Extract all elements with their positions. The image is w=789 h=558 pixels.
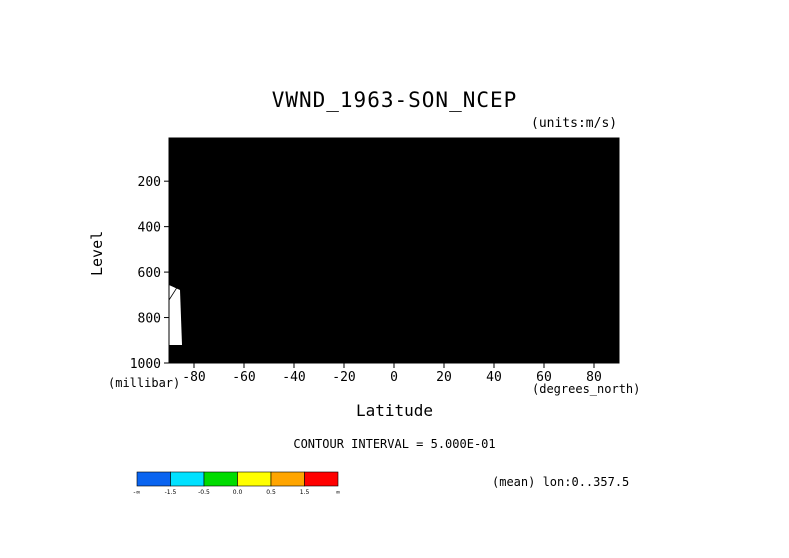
colorbar-tick-label: -∞: [133, 489, 140, 496]
x-tick-label: 60: [536, 370, 552, 385]
colorbar-swatch: [270, 471, 305, 487]
contour-value-label: 0.00: [608, 250, 619, 274]
colorbar-tick-label: ∞: [336, 489, 341, 496]
contour-line-surface-strong: [344, 341, 405, 363]
y-tick-label: 600: [138, 266, 161, 281]
colorbar-swatch: [170, 471, 205, 487]
contour-line-jet-outer: [339, 155, 421, 201]
field-strong-positive-surface: [345, 342, 404, 363]
contour-interval-note: CONTOUR INTERVAL = 5.000E-01: [293, 437, 496, 451]
colorbar-tick-label: 1.5: [300, 489, 310, 496]
field-missing-data: [169, 285, 182, 345]
y-tick-label: 1000: [130, 357, 161, 372]
x-tick-label: 40: [486, 370, 502, 385]
mean-longitude-note: (mean) lon:0..357.5: [492, 475, 630, 489]
colorbar-swatch: [304, 471, 339, 487]
contour-value-label: 0.00: [567, 137, 591, 148]
colorbar-tick-label: 0.0: [233, 489, 243, 496]
units-label: (units:m/s): [531, 116, 618, 131]
x-axis-unit: (degrees_north): [532, 382, 641, 396]
colorbar-tick-label: -1.5: [165, 489, 177, 496]
field-strong-negative-surface: [249, 355, 272, 363]
x-tick-label: -60: [232, 370, 255, 385]
contour-line-zero-b: [469, 159, 551, 327]
contour-line-jet-inner: [357, 163, 411, 191]
field-strong-positive-edge: [178, 325, 205, 363]
colorbar-tick-label: -0.5: [198, 489, 210, 496]
field-near-zero-south: [169, 138, 619, 325]
colorbar-swatch: [203, 471, 238, 487]
field-weak-negative-north-surface: [418, 338, 465, 363]
x-tick-label: -80: [182, 370, 205, 385]
y-tick-label: 800: [138, 312, 161, 327]
chart-title: VWND_1963-SON_NCEP: [271, 88, 518, 112]
x-axis-title: Latitude: [355, 401, 434, 420]
field-near-zero-mid-small: [383, 243, 398, 257]
field-strong-negative-jet: [358, 164, 410, 190]
x-tick-label: 20: [436, 370, 452, 385]
colorbar-swatch: [136, 471, 171, 487]
contour-value-label: 0.00: [526, 155, 552, 170]
x-tick-label: 80: [586, 370, 602, 385]
x-tick-label: 0: [390, 370, 398, 385]
field-near-zero-north: [470, 140, 619, 363]
field-moderate-positive-north: [506, 336, 537, 363]
contour-line-surface-positive: [330, 329, 415, 363]
colorbar-swatch: [237, 471, 272, 487]
x-tick-label: -40: [282, 370, 305, 385]
contour-line-zero-a: [169, 149, 333, 326]
field-near-zero-south-surface: [169, 300, 330, 363]
x-tick-label: -20: [332, 370, 355, 385]
field-moderate-positive-upper: [432, 163, 456, 186]
y-axis-unit: (millibar): [108, 376, 181, 390]
colorbar-tick-label: 0.5: [266, 489, 276, 496]
field-weak-negative-south-surface: [237, 338, 293, 363]
y-tick-label: 200: [138, 175, 161, 190]
y-tick-label: 400: [138, 221, 161, 236]
field-near-zero-north-surface: [540, 320, 600, 363]
field-near-zero-mid: [410, 245, 470, 363]
